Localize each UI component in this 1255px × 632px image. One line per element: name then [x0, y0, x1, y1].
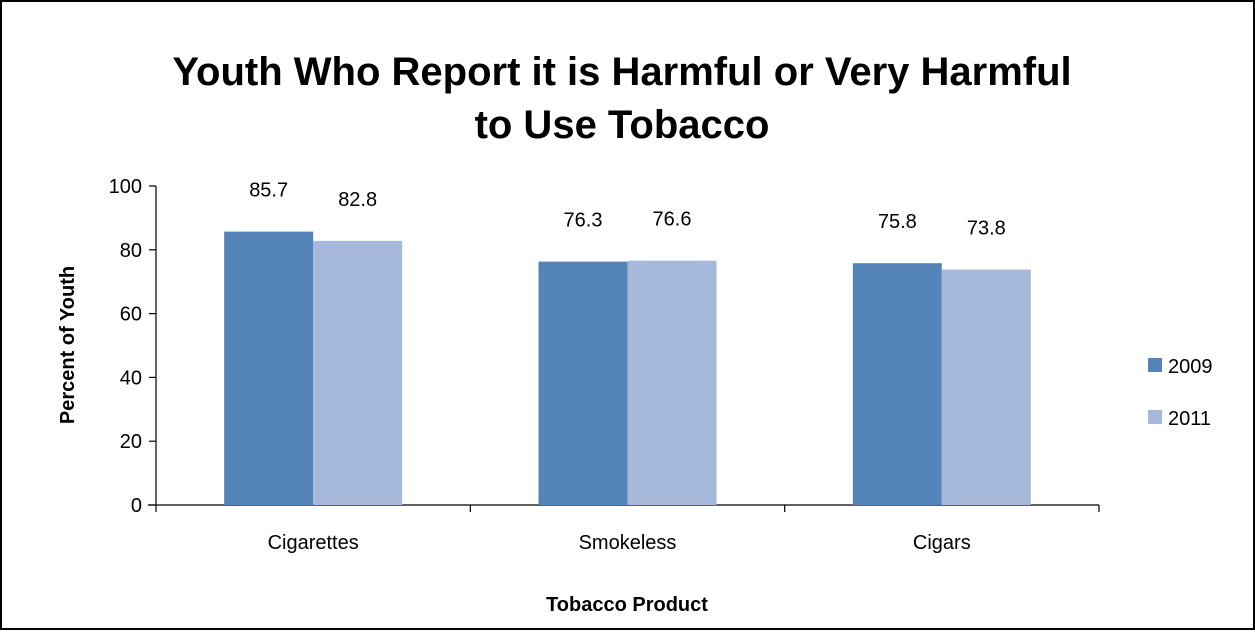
- y-tick-label: 100: [109, 176, 142, 198]
- bar: [852, 263, 942, 505]
- bar: [627, 260, 717, 505]
- data-label: 76.3: [564, 210, 603, 232]
- y-tick-label: 20: [120, 431, 142, 453]
- legend-swatch: [1148, 410, 1162, 424]
- y-tick-label: 80: [120, 240, 142, 262]
- y-tick-label: 40: [120, 367, 142, 389]
- bar: [538, 261, 628, 505]
- bar: [224, 231, 314, 505]
- chart-title-line-2: to Use Tobacco: [474, 103, 770, 147]
- x-tick-label: Cigars: [913, 532, 971, 554]
- legend: 2009 2011: [1148, 356, 1213, 430]
- bars: [224, 231, 1031, 506]
- data-label: 73.8: [967, 218, 1006, 240]
- bar: [941, 269, 1031, 505]
- y-axis-title: Percent of Youth: [57, 266, 79, 424]
- legend-label: 2009: [1168, 356, 1213, 378]
- x-axis-title: Tobacco Product: [546, 594, 708, 616]
- y-tick-label: 60: [120, 304, 142, 326]
- data-label: 82.8: [338, 189, 377, 211]
- x-tick-label: Cigarettes: [268, 532, 359, 554]
- data-labels: 85.7 82.8 76.3 76.6 75.8 73.8: [249, 180, 1006, 240]
- data-label: 75.8: [878, 211, 917, 233]
- y-tick-label: 0: [131, 495, 142, 517]
- bar: [313, 240, 403, 506]
- data-label: 85.7: [249, 180, 288, 202]
- legend-label: 2011: [1168, 408, 1211, 430]
- legend-swatch: [1148, 358, 1162, 372]
- data-label: 76.6: [653, 209, 692, 231]
- axes: 0 20 40 60 80 100 Cigarettes Smokeless Cigars: [109, 176, 1100, 554]
- chart-title-line-1: Youth Who Report it is Harmful or Very H…: [172, 50, 1072, 94]
- x-tick-label: Smokeless: [579, 532, 677, 554]
